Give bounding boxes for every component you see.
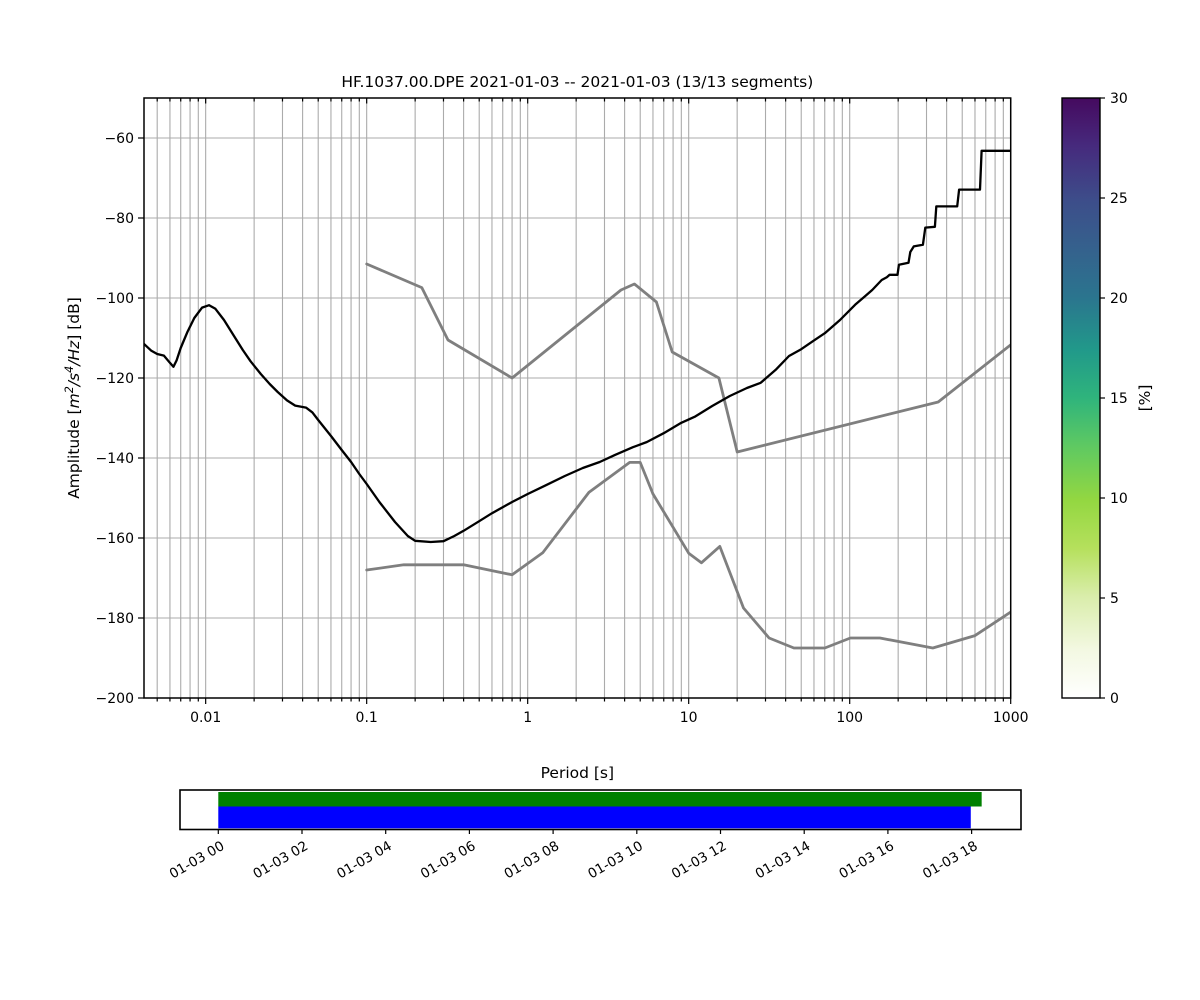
main-axes-border [143, 97, 1012, 699]
coverage-bar-green [218, 792, 982, 807]
y-tick-label: −80 [104, 211, 134, 227]
nlnm-line [365, 460, 1011, 650]
colorbar-tick-label: 10 [1110, 491, 1128, 507]
colorbar-gradient [1062, 98, 1100, 698]
plot-title: HF.1037.00.DPE 2021-01-03 -- 2021-01-03 … [341, 73, 813, 91]
x-tick-label: 0.1 [356, 710, 378, 726]
mean-curve [144, 149, 1011, 544]
grid-lines [144, 98, 1012, 698]
coverage-tick-label: 01-03 16 [836, 838, 897, 882]
y-tick-label: −200 [96, 691, 134, 707]
x-tick-label: 10 [680, 710, 698, 726]
coverage-tick-label: 01-03 04 [334, 838, 395, 882]
coverage-tick-label: 01-03 18 [920, 838, 981, 882]
y-axis-label: Amplitude [m2​/s4​/Hz] [dB] [63, 297, 83, 499]
y-tick-label: −180 [96, 611, 134, 627]
coverage-tick-label: 01-03 06 [418, 838, 479, 882]
x-tick-label: 1 [523, 710, 532, 726]
x-tick-label: 100 [836, 710, 863, 726]
colorbar-label: [%] [1136, 385, 1154, 412]
x-tick-label: 0.01 [190, 710, 221, 726]
colorbar-tick-label: 0 [1110, 691, 1119, 707]
coverage-bar-blue [218, 806, 971, 829]
coverage-tick-label: 01-03 02 [250, 838, 311, 882]
colorbar-tick-label: 5 [1110, 591, 1119, 607]
y-tick-label: −120 [96, 371, 134, 387]
coverage-tick-label: 01-03 14 [753, 838, 814, 882]
y-tick-label: −160 [96, 531, 134, 547]
x-axis-label: Period [s] [541, 764, 614, 782]
mean-curve-line [144, 149, 1011, 544]
nhnm-line [365, 262, 1011, 454]
coverage-axes-border [179, 789, 1022, 831]
coverage-tick-label: 01-03 10 [585, 838, 646, 882]
coverage-tick-label: 01-03 00 [167, 838, 228, 882]
y-tick-label: −60 [104, 131, 134, 147]
axis-ticks [138, 98, 1012, 704]
colorbar-tick-label: 30 [1110, 91, 1128, 107]
y-tick-label: −100 [96, 291, 134, 307]
colorbar-tick-label: 20 [1110, 291, 1128, 307]
colorbar-tick-label: 15 [1110, 391, 1128, 407]
coverage-tick-label: 01-03 08 [502, 838, 563, 882]
colorbar-tick-label: 25 [1110, 191, 1128, 207]
x-tick-label: 1000 [993, 710, 1029, 726]
y-tick-label: −140 [96, 451, 134, 467]
coverage-tick-label: 01-03 12 [669, 838, 730, 882]
noise-model-lines [365, 262, 1011, 650]
